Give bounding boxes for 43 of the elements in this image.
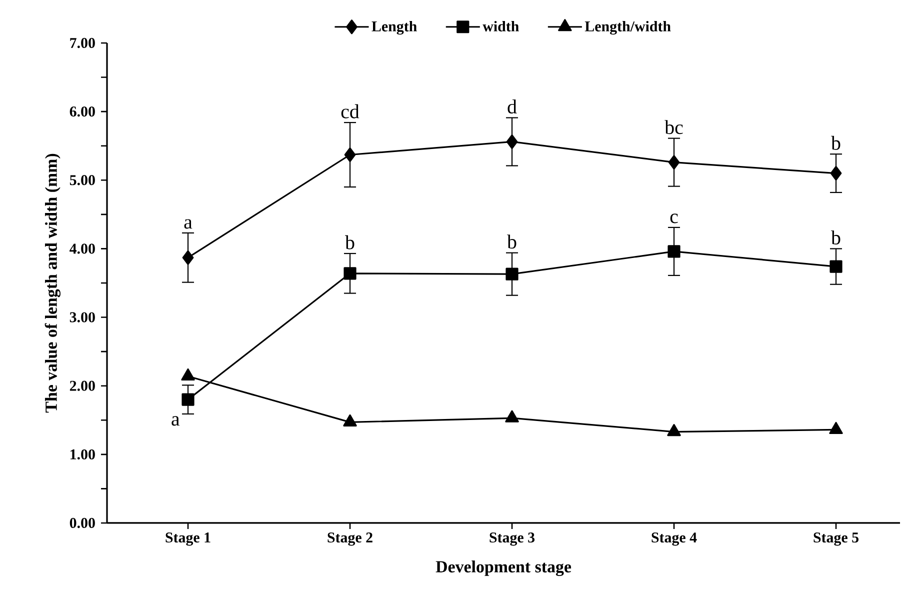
legend-label: width (482, 20, 519, 32)
y-tick-label: 6.00 (70, 106, 95, 117)
x-tick-label: Stage 3 (490, 532, 535, 546)
y-tick-label: 3.00 (70, 312, 95, 322)
point (506, 134, 518, 150)
point (506, 268, 518, 280)
point (830, 166, 842, 181)
annotation: c (670, 214, 678, 224)
point (505, 410, 519, 422)
annotation: bc (664, 120, 683, 134)
y-tick-label: 1.00 (70, 449, 95, 460)
point (343, 414, 357, 426)
annotation: a (172, 416, 180, 426)
point (668, 245, 680, 258)
point (182, 393, 194, 406)
annotation: d (508, 100, 517, 114)
legend-label: Length/width (584, 20, 671, 35)
annotation: b (507, 234, 516, 249)
point (830, 260, 842, 273)
annotation: b (345, 235, 354, 250)
annotation: cd (341, 104, 360, 118)
y-tick-label: 0.00 (70, 518, 95, 528)
annotation: a (184, 219, 192, 229)
y-axis-title: The value of length and width (mm) (44, 154, 60, 413)
y-tick-label: 5.00 (70, 175, 95, 186)
point (344, 267, 356, 280)
point (344, 147, 356, 162)
annotation: b (831, 230, 840, 244)
legend-label: Length (372, 20, 417, 35)
point (182, 250, 194, 265)
y-tick-label: 4.00 (70, 244, 95, 254)
x-axis-title: Development stage (436, 560, 572, 576)
y-tick-label: 7.00 (70, 38, 95, 48)
x-tick-label: Stage 2 (328, 532, 372, 546)
point (181, 368, 195, 381)
x-tick-label: Stage 4 (652, 532, 697, 546)
point (667, 424, 681, 436)
point (668, 155, 680, 170)
x-tick-label: Stage 1 (166, 532, 210, 546)
annotation: b (831, 136, 840, 150)
x-tick-label: Stage 5 (814, 532, 858, 546)
point (829, 422, 843, 434)
y-tick-label: 2.00 (70, 380, 95, 391)
